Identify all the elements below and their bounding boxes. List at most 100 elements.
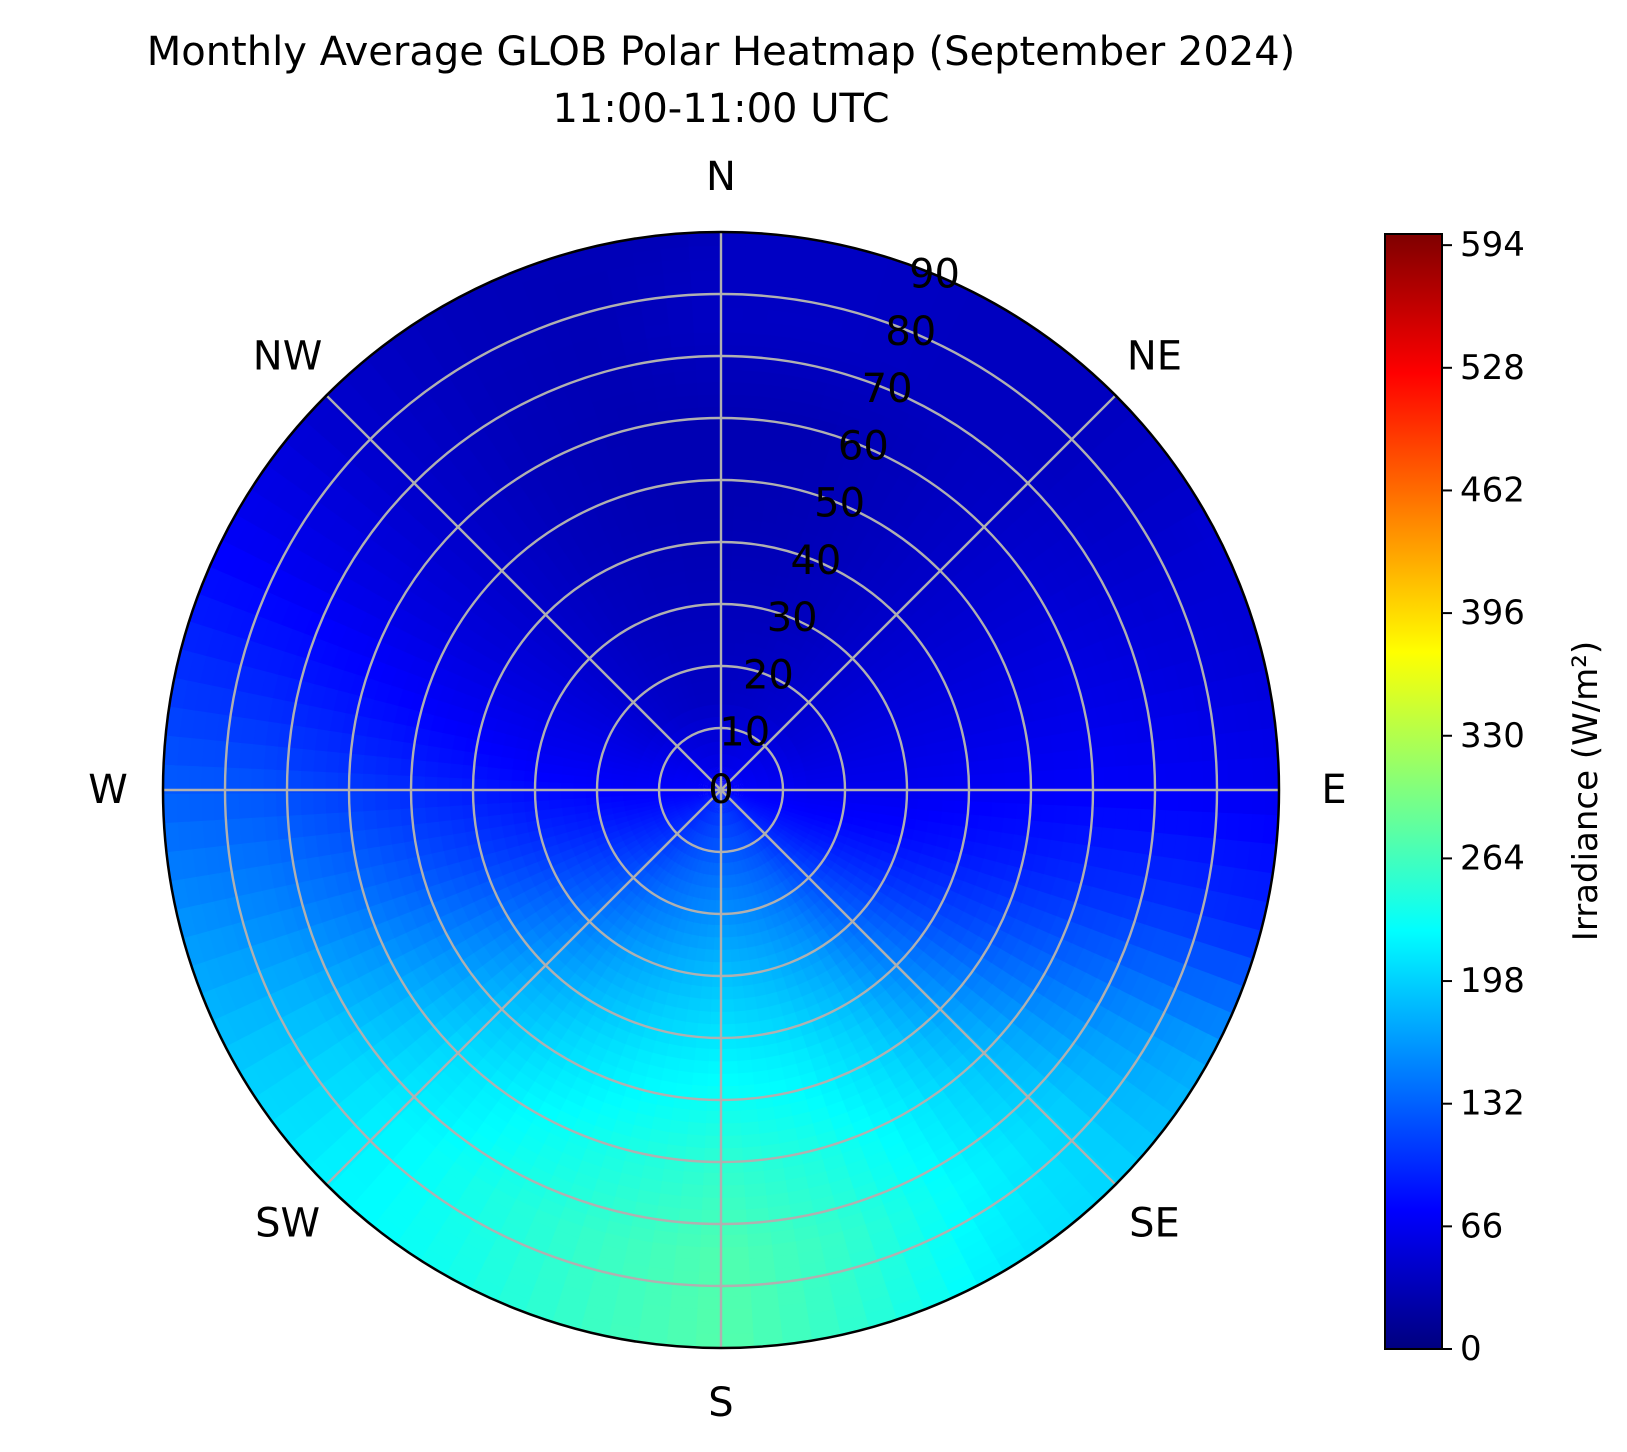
heatmap-cell <box>746 707 758 724</box>
heatmap-cell <box>750 709 762 726</box>
heatmap-cell <box>752 806 767 816</box>
heatmap-cell <box>739 1195 769 1213</box>
heatmap-cell <box>734 808 746 822</box>
heatmap-cell <box>718 1110 741 1127</box>
heatmap-cell <box>738 834 748 850</box>
heatmap-cell <box>752 766 768 776</box>
heatmap-cell <box>868 929 889 950</box>
heatmap-cell <box>727 936 740 953</box>
heatmap-cell <box>964 747 982 766</box>
heatmap-cell <box>745 843 756 860</box>
heatmap-cell <box>825 817 843 830</box>
heatmap-cell <box>717 280 752 297</box>
heatmap-cell <box>1004 772 1020 793</box>
heatmap-cell <box>1261 814 1279 853</box>
heatmap-cell <box>1140 786 1157 816</box>
heatmap-cell <box>717 1234 749 1251</box>
heatmap-cell <box>738 820 749 835</box>
heatmap-cell <box>1115 787 1132 815</box>
heatmap-cell <box>815 809 832 820</box>
heatmap-cell <box>694 1221 725 1238</box>
heatmap-cell <box>773 817 789 829</box>
heatmap-cell <box>736 1133 762 1151</box>
heatmap-cell <box>843 781 859 791</box>
heatmap-cell <box>735 807 747 821</box>
heatmap-cell <box>1101 807 1119 835</box>
heatmap-cell <box>1114 744 1132 773</box>
heatmap-cell <box>688 1321 725 1337</box>
heatmap-cell <box>976 745 994 765</box>
heatmap-cell <box>724 800 731 815</box>
heatmap-cell <box>719 590 733 606</box>
heatmap-cell <box>736 847 745 864</box>
heatmap-cell <box>1202 760 1219 794</box>
heatmap-cell <box>718 404 744 420</box>
heatmap-cell <box>942 775 958 792</box>
heatmap-cell <box>1245 641 1269 681</box>
heatmap-cell <box>736 716 745 733</box>
heatmap-cell <box>691 1271 725 1288</box>
heatmap-cell <box>744 781 760 787</box>
heatmap-cell <box>766 770 783 778</box>
heatmap-cell <box>733 822 743 838</box>
heatmap-cell <box>967 774 983 792</box>
heatmap-cell <box>719 949 732 965</box>
heatmap-cell <box>1052 751 1070 775</box>
heatmap-cell <box>699 1135 724 1151</box>
heatmap-cell <box>728 948 741 965</box>
heatmap-cell <box>830 776 847 785</box>
heatmap-cell <box>741 1232 773 1250</box>
heatmap-cell <box>697 1172 724 1189</box>
heatmap-cell <box>740 818 752 833</box>
heatmap-cell <box>732 1047 752 1064</box>
heatmap-cell <box>719 515 738 532</box>
heatmap-cell <box>1202 786 1219 820</box>
heatmap-cell <box>851 614 873 636</box>
heatmap-cell <box>718 1098 741 1114</box>
heatmap-cell <box>751 825 764 840</box>
heatmap-cell <box>676 1170 704 1188</box>
chart-subtitle: 11:00-11:00 UTC <box>553 86 890 132</box>
heatmap-cell <box>851 944 873 966</box>
heatmap-cell <box>771 748 787 760</box>
heatmap-cell <box>719 577 734 594</box>
heatmap-cell <box>768 794 784 801</box>
heatmap-cell <box>717 329 749 346</box>
heatmap-cell <box>720 912 730 928</box>
heatmap-cell <box>1040 752 1057 776</box>
heatmap-cell <box>740 768 755 779</box>
heatmap-cell <box>738 392 766 410</box>
heatmap-cell <box>741 772 757 781</box>
heatmap-cell <box>1165 762 1182 794</box>
heatmap-cell <box>745 720 756 737</box>
heatmap-cell <box>702 1085 724 1102</box>
heatmap-cell <box>744 830 756 845</box>
heatmap-cell <box>729 774 743 784</box>
heatmap-cell <box>729 985 745 1002</box>
heatmap-cell <box>992 773 1008 792</box>
heatmap-cell <box>719 1011 736 1027</box>
heatmap-cell <box>719 528 737 544</box>
heatmap-cell <box>1064 749 1082 775</box>
heatmap-cell <box>751 807 766 818</box>
heatmap-cell <box>726 739 732 755</box>
heatmap-cell <box>730 715 738 731</box>
heatmap-cell <box>718 491 739 507</box>
heatmap-cell <box>745 680 757 698</box>
heatmap-cell <box>733 1059 753 1077</box>
heatmap-cell <box>730 728 738 744</box>
heatmap-cell <box>747 736 759 752</box>
heatmap-cell <box>813 814 831 826</box>
heatmap-cell <box>1053 769 1070 793</box>
heatmap-cell <box>1138 741 1156 771</box>
heatmap-cell <box>732 756 743 771</box>
heatmap-cell <box>708 986 723 1003</box>
heatmap-cell <box>719 986 734 1003</box>
heatmap-cell <box>735 821 745 837</box>
heatmap-cell <box>792 800 809 809</box>
heatmap-cell <box>831 782 847 791</box>
heatmap-cell <box>738 764 752 776</box>
heatmap-cell <box>725 727 732 743</box>
heatmap-cell <box>726 767 736 781</box>
heatmap-cell <box>701 1098 724 1114</box>
